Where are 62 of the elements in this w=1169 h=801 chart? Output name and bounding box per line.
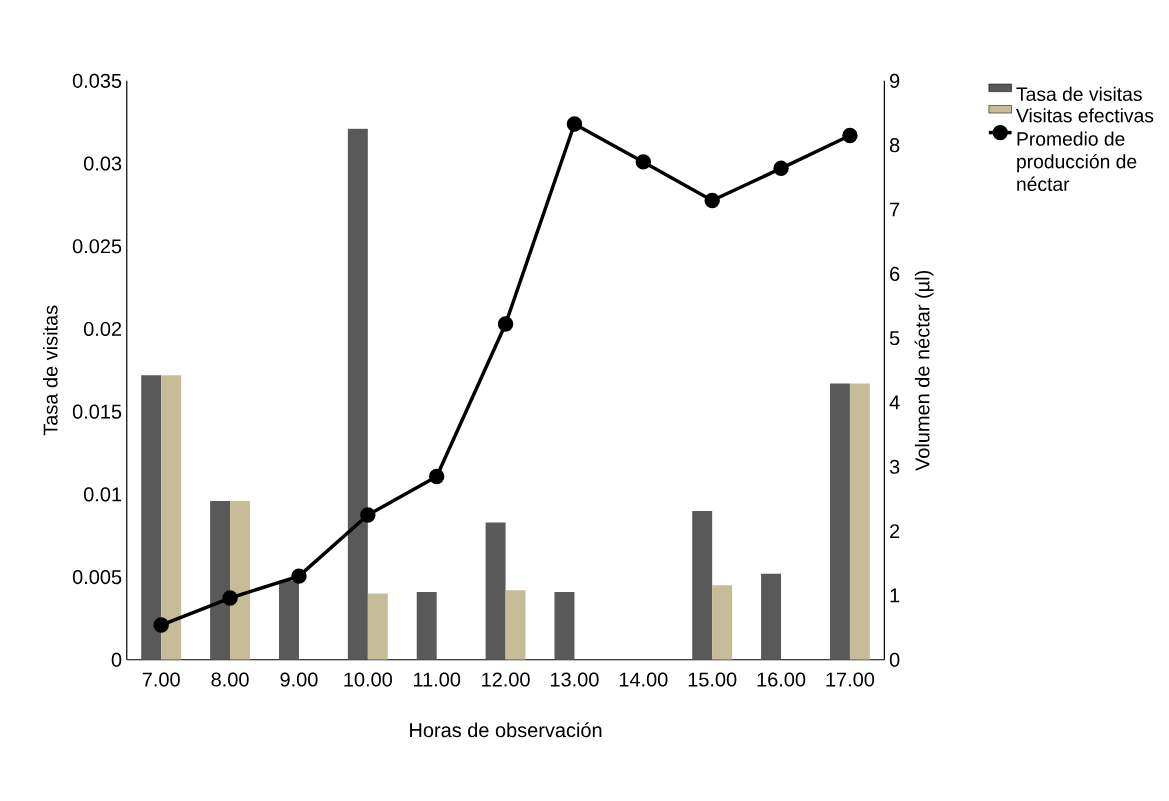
- x-tick-label: 10.00: [344, 672, 392, 687]
- point: [842, 128, 858, 144]
- bar: [485, 522, 506, 661]
- point: [773, 160, 789, 177]
- y-tick-label: 0.025: [72, 239, 122, 254]
- bar: [141, 375, 162, 661]
- x-tick-label: 13.00: [550, 672, 599, 687]
- legend-label: Tasa de visitas: [1016, 87, 1142, 102]
- x-tick-label: 17.00: [826, 672, 875, 687]
- y2-tick-label: 9: [890, 74, 900, 89]
- bar: [347, 129, 368, 661]
- legend-label: Visitas efectivas: [1016, 108, 1154, 123]
- y2-tick-label: 1: [890, 588, 900, 603]
- legend-label: Promedio de producción de néctar: [1017, 131, 1137, 192]
- bar: [712, 585, 733, 661]
- point: [428, 468, 445, 485]
- point: [704, 193, 720, 209]
- y2-tick-label: 0: [889, 652, 900, 668]
- y2-axis-title: Volumen de néctar (µl): [914, 271, 934, 472]
- y2-tick-label: 8: [889, 138, 900, 153]
- x-tick-label: 12.00: [482, 672, 530, 687]
- point: [497, 316, 514, 332]
- point: [222, 590, 238, 606]
- y2-tick-label: 5: [889, 331, 900, 346]
- x-tick-label: 15.00: [688, 672, 737, 687]
- y-tick-label: 0.03: [83, 156, 122, 171]
- y-tick-label: 0.02: [83, 322, 122, 337]
- point: [635, 154, 652, 170]
- y-tick-label: 0.005: [72, 570, 122, 585]
- point: [153, 617, 169, 633]
- y2-tick-label: 7: [890, 202, 900, 217]
- y-axis-title: Tasa de visitas: [42, 305, 58, 436]
- bar: [161, 375, 182, 661]
- y2-tick-label: 3: [889, 459, 900, 475]
- bar: [761, 574, 782, 661]
- x-tick-label: 16.00: [757, 672, 806, 687]
- bar: [416, 592, 437, 661]
- bar: [554, 592, 575, 661]
- x-tick-label: 7.00: [142, 672, 180, 687]
- point: [566, 116, 583, 132]
- x-axis-title: Horas de observación: [410, 722, 602, 738]
- x-tick-label: 9.00: [280, 672, 318, 687]
- bar: [367, 593, 388, 661]
- y2-tick-label: 6: [890, 266, 900, 282]
- x-tick-label: 11.00: [413, 672, 461, 687]
- x-tick-label: 8.00: [211, 672, 249, 687]
- bar: [210, 501, 231, 661]
- bar: [829, 383, 850, 661]
- x-tick-label: 14.00: [619, 672, 668, 687]
- y-tick-label: 0.015: [72, 404, 122, 419]
- y2-tick-label: 4: [889, 395, 900, 410]
- bar: [692, 511, 713, 661]
- y-tick-label: 0.035: [72, 74, 122, 89]
- bar: [849, 383, 870, 661]
- y-tick-label: 0.01: [83, 487, 122, 502]
- bar: [230, 501, 251, 661]
- bar: [278, 580, 299, 661]
- bar: [505, 590, 526, 661]
- point: [291, 568, 307, 585]
- point: [360, 507, 376, 523]
- y-tick-label: 0: [111, 652, 122, 668]
- y2-tick-label: 2: [890, 524, 900, 539]
